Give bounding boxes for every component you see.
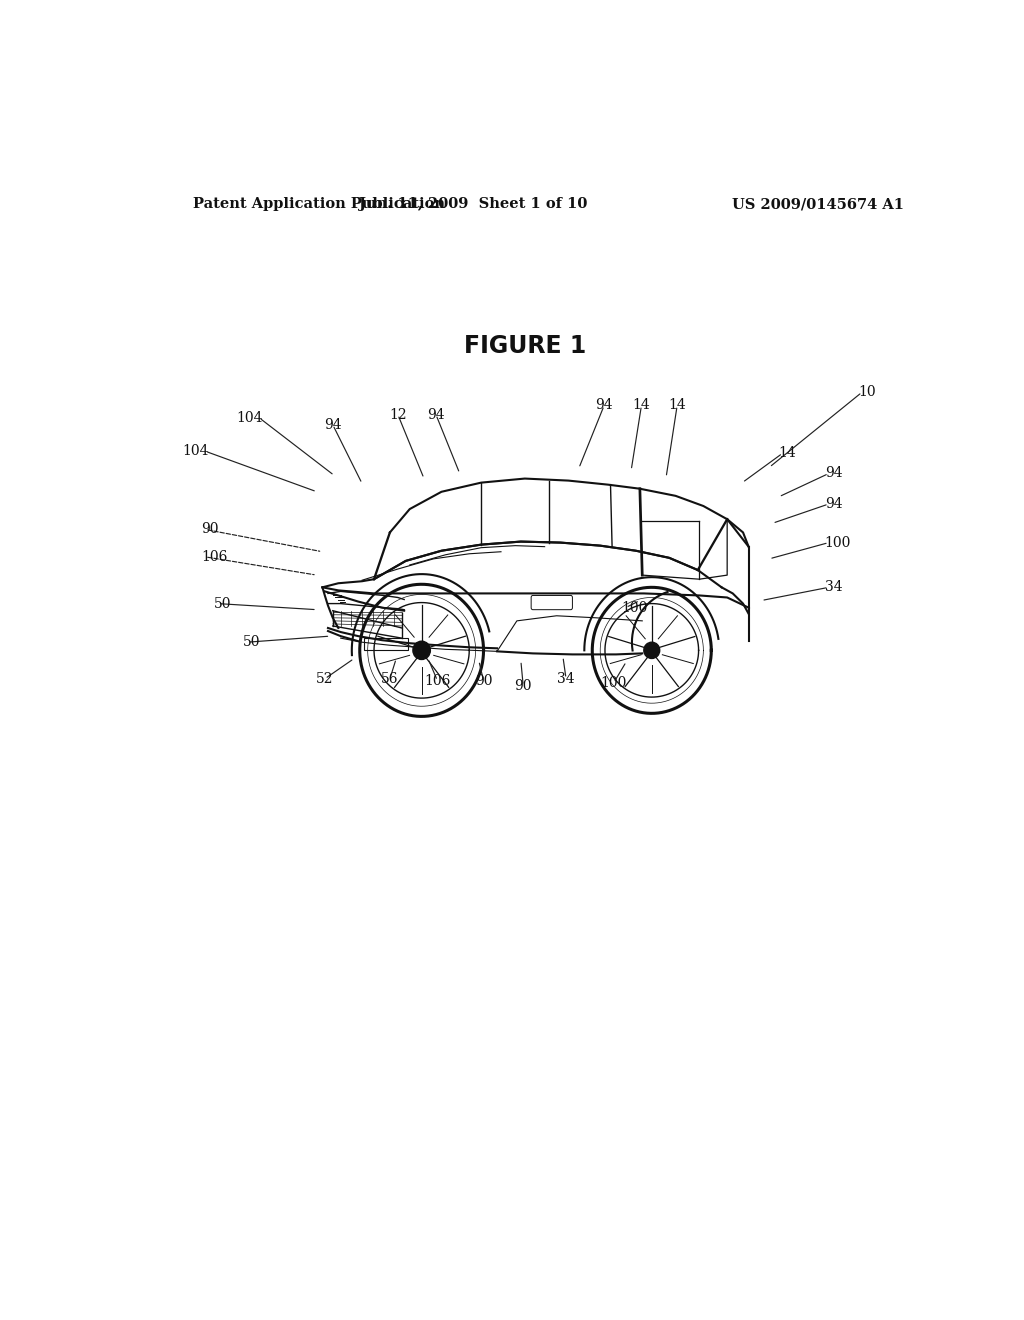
Text: FIGURE 1: FIGURE 1 <box>464 334 586 359</box>
Text: 12: 12 <box>389 408 407 421</box>
Text: 90: 90 <box>475 673 493 688</box>
Text: Patent Application Publication: Patent Application Publication <box>194 197 445 211</box>
Text: 94: 94 <box>595 399 613 412</box>
Text: 56: 56 <box>381 672 398 686</box>
Text: 50: 50 <box>243 635 260 649</box>
Text: 94: 94 <box>427 408 444 421</box>
Text: 106: 106 <box>424 673 451 688</box>
Text: 106: 106 <box>201 550 227 564</box>
Bar <box>365 638 409 651</box>
Text: 14: 14 <box>633 399 650 412</box>
Text: 52: 52 <box>316 672 334 686</box>
Ellipse shape <box>413 642 430 660</box>
Text: 94: 94 <box>324 417 342 432</box>
Text: Jun. 11, 2009  Sheet 1 of 10: Jun. 11, 2009 Sheet 1 of 10 <box>359 197 588 211</box>
Text: 14: 14 <box>778 446 797 461</box>
Text: 104: 104 <box>182 444 209 458</box>
Ellipse shape <box>644 643 659 659</box>
Text: 50: 50 <box>214 597 231 611</box>
Text: 90: 90 <box>514 678 531 693</box>
Text: 34: 34 <box>824 581 843 594</box>
Text: 94: 94 <box>824 466 843 480</box>
Text: US 2009/0145674 A1: US 2009/0145674 A1 <box>732 197 904 211</box>
Text: 14: 14 <box>669 399 686 412</box>
Text: 100: 100 <box>600 676 627 690</box>
Text: 94: 94 <box>824 496 843 511</box>
Text: 104: 104 <box>237 411 263 425</box>
Text: 34: 34 <box>557 672 574 686</box>
Text: 100: 100 <box>622 601 648 615</box>
Text: 100: 100 <box>824 536 851 549</box>
Text: 10: 10 <box>858 385 876 399</box>
Text: 90: 90 <box>201 523 218 536</box>
